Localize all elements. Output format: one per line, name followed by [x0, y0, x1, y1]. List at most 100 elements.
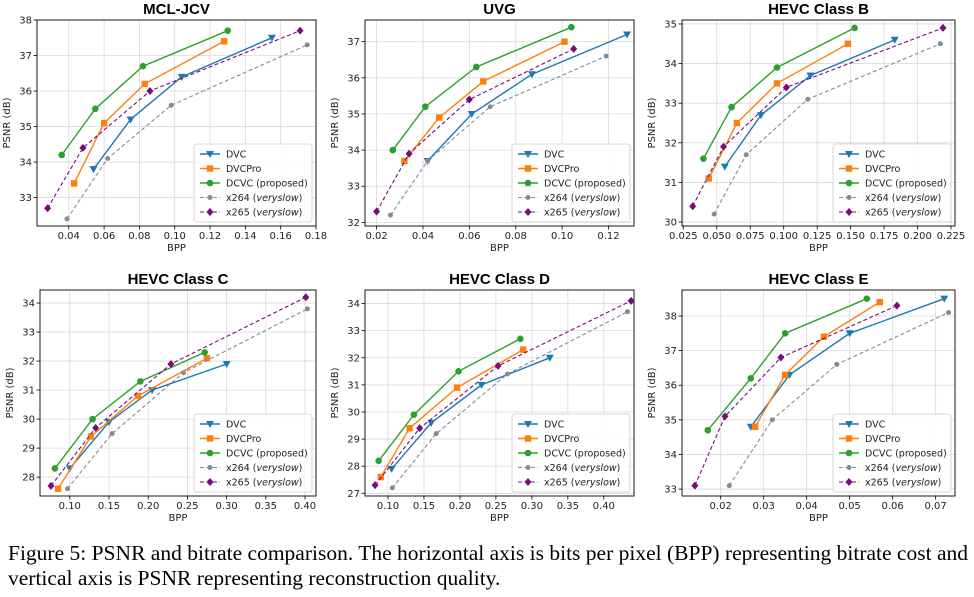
data-series [387, 354, 554, 473]
data-point [773, 64, 781, 71]
chart-title: HEVC Class E [768, 271, 868, 288]
legend-marker [206, 435, 214, 442]
legend-box [511, 413, 631, 493]
data-point [70, 180, 78, 187]
data-point [455, 368, 462, 375]
x-tick-label: 0.175 [870, 231, 899, 242]
y-tick-label: 38 [664, 311, 677, 322]
y-tick-label: 28 [347, 462, 360, 473]
data-point [388, 212, 394, 218]
legend-marker [206, 478, 214, 486]
data-point [845, 330, 854, 338]
data-point [433, 431, 439, 437]
chart-title: HEVC Class C [128, 271, 229, 288]
legend-box [832, 143, 952, 223]
data-point [224, 27, 232, 34]
x-tick-label: 0.10 [164, 231, 186, 242]
data-point [504, 371, 510, 377]
x-tick-label: 0.15 [413, 501, 435, 512]
data-point [568, 23, 575, 31]
legend-marker [845, 449, 853, 457]
legend-label: DVC [865, 150, 886, 161]
series-line [66, 308, 308, 490]
data-point [304, 306, 310, 312]
legend-label: DVCPro [865, 434, 901, 445]
y-tick-label: 36 [19, 87, 32, 98]
y-tick-label: 34 [19, 158, 32, 169]
data-point [747, 374, 755, 382]
x-tick-label: 0.06 [458, 231, 480, 242]
x-tick-label: 0.10 [551, 231, 573, 242]
legend-marker [206, 179, 214, 187]
data-point [371, 481, 379, 490]
legend-marker [845, 165, 853, 172]
data-point [937, 41, 943, 47]
data-point [728, 103, 735, 111]
data-point [410, 411, 418, 418]
data-point [726, 483, 732, 489]
data-point [893, 301, 901, 310]
data-point [51, 465, 59, 472]
x-tick-label: 0.150 [836, 231, 865, 242]
data-point [100, 119, 108, 127]
legend-label: DCVC (proposed) [226, 179, 308, 190]
y-axis-label: PSNR (dB) [2, 97, 13, 148]
legend-marker [207, 195, 213, 200]
x-tick-label: 0.07 [925, 501, 947, 512]
legend-label: x264 (veryslow) [544, 463, 620, 474]
data-point [401, 157, 408, 165]
series-line [374, 300, 632, 486]
data-series [401, 38, 568, 165]
legend: DVC DVCPro DCVC (proposed) x264 (veryslow) x… [832, 413, 952, 493]
legend-marker [206, 421, 214, 428]
data-point [704, 426, 712, 434]
series-line [708, 43, 849, 179]
x-tick-label: 0.18 [305, 231, 327, 242]
data-point [47, 481, 55, 490]
data-series [388, 53, 609, 218]
legend-label: x265 (veryslow) [865, 478, 941, 489]
plot-frame [39, 289, 317, 497]
x-tick-label: 0.30 [521, 501, 543, 512]
legend-marker [206, 165, 214, 172]
series-line [391, 311, 628, 489]
data-point [940, 295, 949, 303]
legend-label: x264 (veryslow) [226, 463, 302, 474]
data-point [517, 335, 524, 343]
data-point [805, 96, 811, 102]
data-point [421, 103, 429, 111]
legend-label: x265 (veryslow) [865, 208, 941, 219]
y-tick-label: 30 [347, 407, 360, 418]
legend-marker [845, 151, 853, 158]
legend: DVC DVCPro DCVC (proposed) x264 (veryslow) x… [193, 413, 313, 493]
legend-marker [845, 179, 853, 187]
legend-marker [524, 421, 532, 428]
legend-label: x264 (veryslow) [865, 463, 941, 474]
y-tick-label: 34 [664, 59, 677, 70]
data-point [126, 116, 135, 124]
data-point [436, 114, 443, 121]
data-point [141, 80, 148, 88]
series-line [754, 301, 881, 428]
legend-box [193, 413, 313, 493]
x-tick-label: 0.05 [839, 501, 861, 512]
x-tick-label: 0.30 [215, 501, 237, 512]
legend-marker [524, 435, 532, 442]
y-tick-label: 34 [347, 299, 360, 310]
data-series [726, 310, 952, 489]
legend: DVC DVCPro DCVC (proposed) x264 (veryslow) x… [193, 143, 313, 223]
legend-label: DCVC (proposed) [865, 449, 947, 460]
data-point [134, 392, 142, 400]
data-point [756, 112, 765, 120]
x-tick-label: 0.06 [882, 501, 904, 512]
data-point [477, 381, 486, 389]
data-point [711, 211, 717, 217]
x-tick-label: 0.04 [412, 231, 434, 242]
data-point [203, 354, 211, 362]
data-point [733, 119, 741, 127]
data-point [689, 202, 697, 211]
chart-panel: HEVC Class D 0.10 0.15 0.20 0.25 0.30 0.35 0.40… [330, 271, 635, 524]
data-point [465, 95, 473, 104]
data-point [520, 346, 527, 353]
series-line [47, 30, 301, 209]
